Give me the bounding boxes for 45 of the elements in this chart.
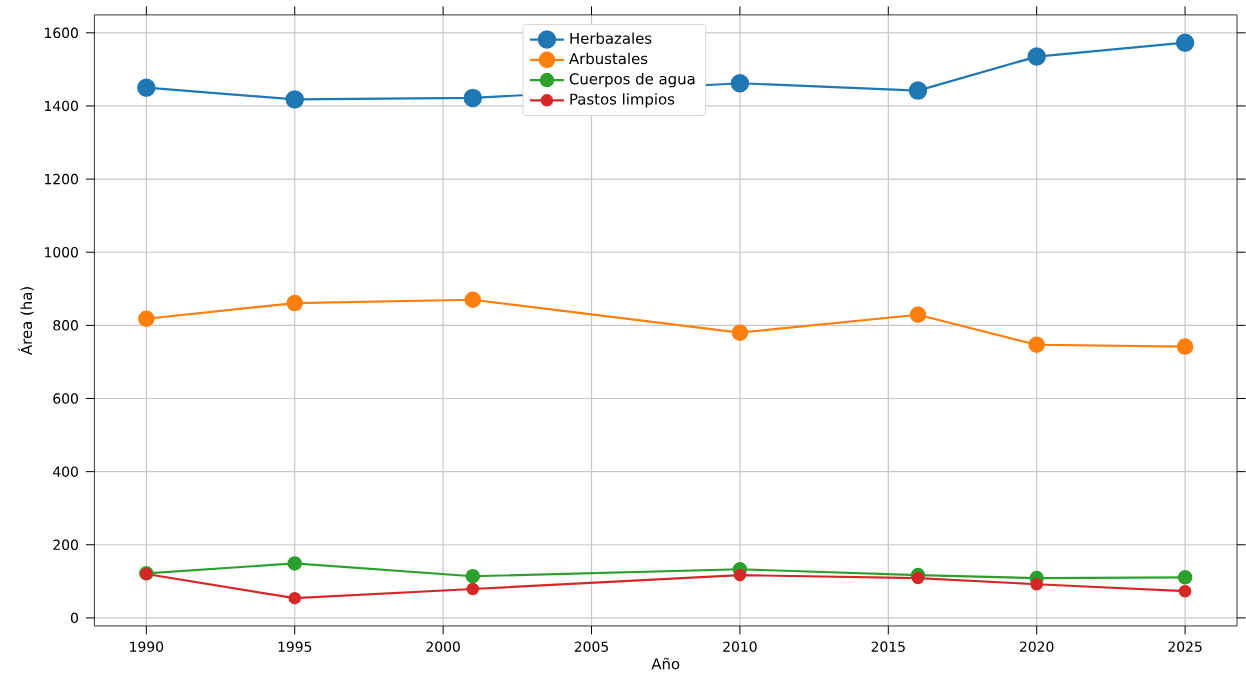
point bbox=[1175, 33, 1195, 53]
y-tick-label: 1200 bbox=[45, 174, 78, 185]
point bbox=[1176, 338, 1194, 356]
point bbox=[466, 582, 480, 596]
x-axis-title: Año bbox=[651, 657, 680, 670]
point bbox=[1177, 570, 1193, 585]
point bbox=[908, 81, 928, 101]
x-tick-label: 2005 bbox=[574, 641, 608, 653]
point bbox=[1178, 585, 1192, 598]
point bbox=[1028, 336, 1045, 354]
legend-label: Herbazales bbox=[570, 32, 652, 45]
y-tick-label: 1400 bbox=[45, 100, 78, 112]
y-tick-label: 0 bbox=[70, 612, 78, 624]
y-tick-label: 200 bbox=[53, 539, 78, 551]
point bbox=[288, 592, 301, 605]
point bbox=[1027, 47, 1046, 67]
y-tick-label: 800 bbox=[53, 320, 78, 331]
x-tick-label: 2025 bbox=[1168, 641, 1202, 653]
point bbox=[733, 569, 747, 582]
y-tick-label: 400 bbox=[53, 466, 78, 478]
x-tick-label: 2000 bbox=[426, 641, 460, 653]
y-axis-title: Área (ha) bbox=[18, 287, 34, 356]
legend-label: Arbustales bbox=[569, 52, 648, 65]
x-tick-label: 2015 bbox=[871, 641, 905, 653]
y-tick-label: 1000 bbox=[45, 247, 78, 258]
point bbox=[731, 324, 749, 342]
point bbox=[909, 306, 927, 324]
legend-label: Cuerpos de agua bbox=[569, 73, 695, 88]
point bbox=[465, 569, 481, 584]
point bbox=[730, 74, 750, 93]
point bbox=[286, 295, 303, 312]
x-tick-label: 2020 bbox=[1020, 641, 1054, 653]
point bbox=[287, 556, 302, 571]
point bbox=[137, 78, 156, 98]
point bbox=[285, 90, 304, 109]
y-tick-label: 600 bbox=[53, 393, 78, 404]
y-tick-label: 1600 bbox=[45, 27, 78, 39]
legend-label: Pastos limpios bbox=[570, 93, 675, 108]
x-tick-label: 1990 bbox=[130, 641, 164, 653]
x-tick-label: 2010 bbox=[723, 641, 757, 653]
point bbox=[138, 310, 155, 328]
x-tick-label: 1995 bbox=[278, 641, 312, 653]
point bbox=[464, 291, 482, 309]
point bbox=[463, 88, 483, 108]
point bbox=[1030, 578, 1043, 591]
